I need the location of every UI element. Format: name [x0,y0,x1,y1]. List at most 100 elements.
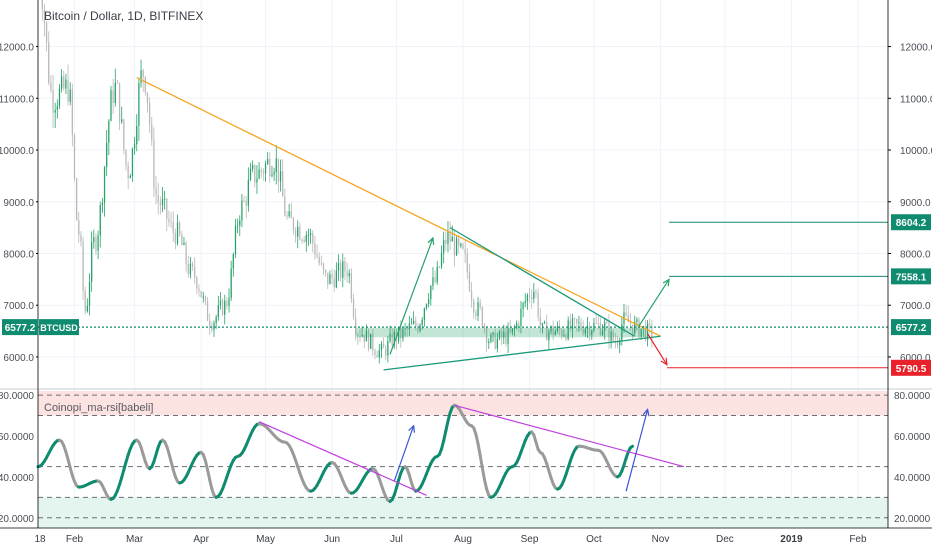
candle-body [505,332,507,344]
candle-body [331,274,333,279]
candle-body [254,165,256,183]
candle-body [48,42,50,83]
candle-body [604,322,606,331]
price-arrow-head [662,278,670,287]
candle-body [327,272,329,285]
candle-body [78,220,80,235]
candle-body [127,165,129,179]
candle-body [329,274,331,285]
candle-body [157,195,159,203]
candle-body [202,296,204,298]
candle-body [108,120,110,143]
time-tick-label: Feb [849,534,867,545]
indicator-line-seg [476,442,482,457]
indicator-tick-label-left: 40.0000 [0,473,34,484]
indicator-line-seg [474,432,480,446]
candle-body [423,308,426,320]
price-level-badge-text: 6577.2 [896,323,927,334]
candle-body [636,319,638,322]
time-tick-label: Apr [193,534,209,545]
candle-body [593,322,595,331]
candle-body [71,89,73,135]
indicator-line-seg [628,444,635,450]
time-tick-label: Dec [716,534,734,545]
candle-body [131,148,134,177]
candle-body [234,226,237,255]
price-tick-label-right: 6000.0 [900,353,931,364]
candle-body [292,218,295,231]
candle-body [567,320,569,339]
candle-body [93,237,95,243]
left-price-badge-text: 6577.2 [5,323,36,334]
candle-body [226,300,228,307]
candle-body [537,293,539,317]
candle-body [436,266,438,283]
indicator-line-seg [208,478,214,491]
candle-body [129,176,131,179]
candle-body [485,327,488,343]
candle-body [260,169,262,172]
time-tick-label: 2019 [780,534,803,545]
time-tick-label: Nov [652,534,670,545]
candle-body [245,201,247,206]
candle-body [97,235,99,251]
candle-body [153,139,155,188]
candle-body [477,302,479,316]
indicator-arrow [393,425,415,482]
candle-body [385,348,387,356]
indicator-trendline [258,421,427,496]
candle-body [481,307,483,326]
candle-body [400,327,402,339]
candle-body [262,171,265,174]
candle-body [608,322,610,342]
candle-body [428,299,430,305]
candle-body [82,241,84,292]
candle-body [198,288,200,292]
candle-body [191,263,194,267]
candle-body [258,169,260,179]
candle-body [344,261,346,272]
candle-body [286,215,288,217]
candle-body [556,326,559,332]
candle-body [640,328,642,337]
candle-body [490,334,492,342]
candle-body [627,315,629,323]
candle-body [138,83,140,126]
price-tick-label-left: 11000.0 [0,94,34,105]
time-tick-label: Aug [454,534,472,545]
candle-body [629,322,632,325]
candle-body [50,82,52,90]
candle-body [232,254,234,269]
candle-body [52,89,54,113]
price-arrow [389,237,434,355]
candle-body [277,158,280,182]
candle-body [88,281,91,306]
candle-body [314,243,316,255]
candle-body [99,205,101,236]
indicator-tick-label-right: 20.0000 [894,514,931,525]
candle-body [460,243,462,246]
candle-body [204,296,207,302]
candle-body [367,330,370,349]
candle-body [221,300,224,315]
candle-body [288,211,290,217]
indicator-tick-label-right: 60.0000 [894,432,931,443]
time-tick-label: Jun [324,534,340,545]
candle-body [305,234,307,242]
candle-body [172,222,174,233]
candle-body [507,328,509,344]
candle-body [125,150,127,166]
time-tick-label: Feb [66,534,84,545]
candle-body [563,335,565,337]
candle-body [455,238,458,256]
candle-body [378,350,380,358]
candle-body [475,312,477,316]
candle-body [468,271,471,291]
candle-body [425,304,428,309]
consolidation-zone [355,327,648,338]
candle-body [320,263,322,265]
time-tick-label: Mar [126,534,144,545]
candle-body [95,237,97,251]
price-level-badge-text: 7558.1 [896,272,927,283]
